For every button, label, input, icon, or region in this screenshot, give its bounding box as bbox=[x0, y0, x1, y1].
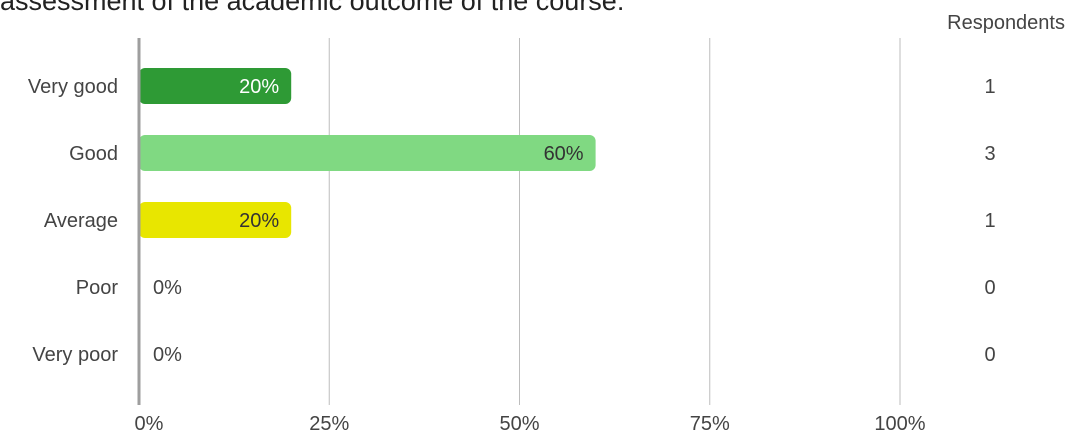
x-tick-label: 0% bbox=[135, 413, 164, 435]
chart-title: assessment of the academic outcome of th… bbox=[0, 0, 625, 16]
bars bbox=[139, 68, 596, 238]
category-label: Very good bbox=[28, 76, 118, 98]
respondents-count: 1 bbox=[984, 76, 995, 98]
category-label: Poor bbox=[76, 277, 119, 299]
x-tick-label: 75% bbox=[690, 413, 730, 435]
data-label: 60% bbox=[544, 143, 584, 165]
data-label: 20% bbox=[239, 210, 279, 232]
respondents-column-header: Respondents bbox=[947, 12, 1065, 34]
respondents-count: 0 bbox=[984, 277, 995, 299]
respondents-count: 1 bbox=[984, 210, 995, 232]
category-label: Good bbox=[69, 143, 118, 165]
bar bbox=[139, 135, 596, 171]
respondents-count: 0 bbox=[984, 344, 995, 366]
category-label: Average bbox=[44, 210, 118, 232]
gridlines bbox=[328, 38, 901, 405]
respondents-count: 3 bbox=[984, 143, 995, 165]
data-label: 20% bbox=[239, 76, 279, 98]
bar bbox=[139, 202, 292, 238]
data-label: 0% bbox=[153, 344, 182, 366]
bar bbox=[139, 68, 292, 104]
x-tick-label: 100% bbox=[874, 413, 925, 435]
x-tick-label: 50% bbox=[499, 413, 539, 435]
x-tick-label: 25% bbox=[309, 413, 349, 435]
data-label: 0% bbox=[153, 277, 182, 299]
category-label: Very poor bbox=[32, 344, 118, 366]
